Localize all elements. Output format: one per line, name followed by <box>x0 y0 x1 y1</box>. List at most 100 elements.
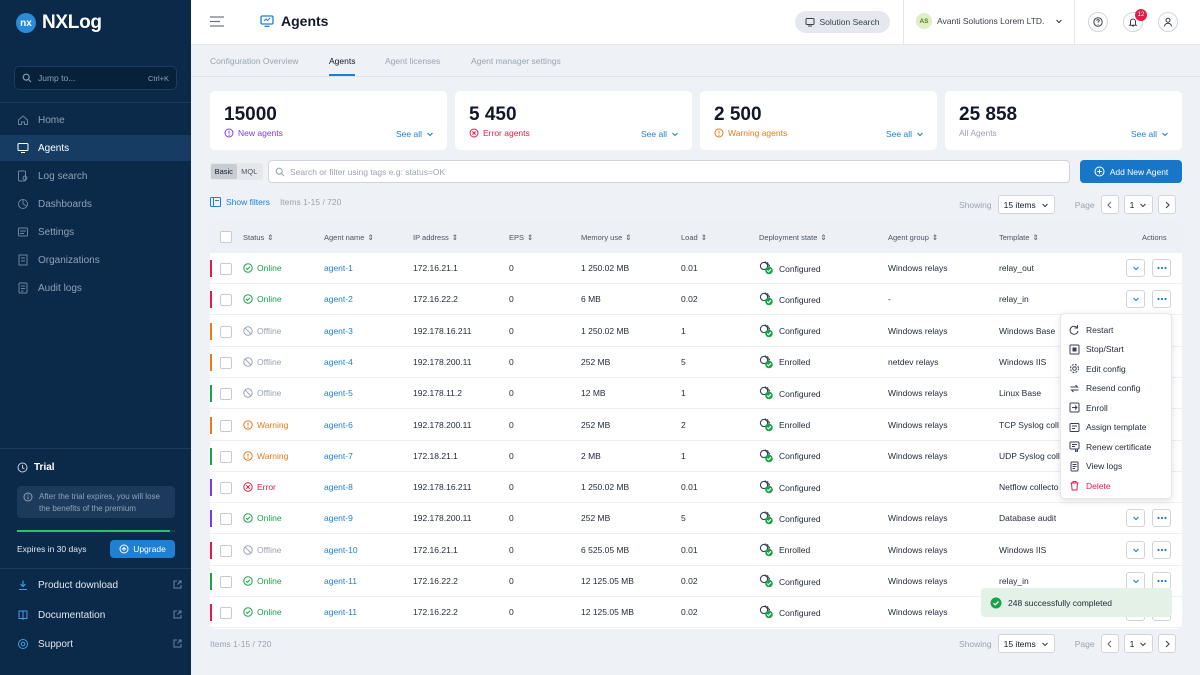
next-page-button[interactable] <box>1158 195 1177 214</box>
next-page-button[interactable] <box>1158 634 1177 653</box>
add-new-agent-button[interactable]: Add New Agent <box>1080 160 1182 183</box>
row-checkbox[interactable] <box>220 576 232 588</box>
documentation-link[interactable]: Documentation <box>0 604 191 626</box>
see-all-link[interactable]: See all <box>396 129 434 139</box>
agent-name-link[interactable]: agent-7 <box>324 450 353 461</box>
table-row[interactable]: Online agent-9 192.178.200.11 0 252 MB 5… <box>210 503 1182 535</box>
column-memory-use[interactable]: Memory use ⇕ <box>581 233 632 242</box>
items-per-page-select[interactable]: 15 items <box>997 195 1055 214</box>
sidebar-item-log-search[interactable]: Log search <box>0 163 191 189</box>
row-checkbox[interactable] <box>220 450 232 463</box>
show-filters-button[interactable]: Show filters <box>226 197 270 207</box>
agent-name-link[interactable]: agent-2 <box>324 294 353 305</box>
agent-name-link[interactable]: agent-6 <box>324 419 353 430</box>
items-per-page-select[interactable]: 15 items <box>997 634 1055 653</box>
menu-item-restart[interactable]: Restart <box>1069 324 1113 335</box>
row-more-actions-button[interactable] <box>1152 509 1171 528</box>
sidebar-item-audit-logs[interactable]: Audit logs <box>0 275 191 301</box>
table-row[interactable]: Online agent-11 172.16.22.2 0 12 125.05 … <box>210 566 1182 597</box>
table-row[interactable]: Warning agent-6 192.178.200.11 0 252 MB … <box>210 410 1182 441</box>
table-row[interactable]: Warning agent-7 172.18.21.1 0 2 MB 1 Con… <box>210 441 1182 472</box>
search-input[interactable]: Search or filter using tags e.g: status=… <box>268 160 1070 183</box>
row-expand-button[interactable] <box>1126 572 1145 590</box>
mode-basic-button[interactable]: Basic <box>211 164 237 179</box>
menu-item-enroll[interactable]: Enroll <box>1069 402 1108 413</box>
tab-agents[interactable]: Agents <box>329 56 356 76</box>
row-checkbox[interactable] <box>220 294 232 307</box>
sidebar-item-organizations[interactable]: Organizations <box>0 247 191 273</box>
help-button[interactable] <box>1088 12 1108 32</box>
agent-name-link[interactable]: agent-11 <box>324 576 357 586</box>
see-all-link[interactable]: See all <box>641 129 679 139</box>
row-checkbox[interactable] <box>220 544 232 557</box>
tab-agent-licenses[interactable]: Agent licenses <box>385 56 441 66</box>
sidebar-item-home[interactable]: Home <box>0 107 191 133</box>
table-row[interactable]: Online agent-1 172.16.21.1 0 1 250.02 MB… <box>210 253 1182 284</box>
sidebar-item-settings[interactable]: Settings <box>0 219 191 245</box>
table-row[interactable]: Offline agent-10 172.16.21.1 0 6 525.05 … <box>210 535 1182 566</box>
support-link[interactable]: Support <box>0 633 191 655</box>
agent-name-link[interactable]: agent-11 <box>324 607 357 618</box>
agent-name-link[interactable]: agent-4 <box>324 356 353 367</box>
table-row[interactable]: Online agent-2 172.16.22.2 0 6 MB 0.02 C… <box>210 284 1182 316</box>
menu-item-stop-start[interactable]: Stop/Start <box>1069 344 1124 355</box>
menu-item-edit-config[interactable]: Edit config <box>1069 363 1126 374</box>
organization-switcher[interactable]: AS Avanti Solutions Lorem LTD. <box>916 13 1063 29</box>
jump-to-search[interactable]: Jump to... Ctrl+K <box>14 66 177 90</box>
sidebar-item-dashboards[interactable]: Dashboards <box>0 191 191 217</box>
row-expand-button[interactable] <box>1126 290 1145 309</box>
filter-icon[interactable] <box>210 197 221 207</box>
row-more-actions-button[interactable] <box>1152 259 1171 277</box>
sidebar-item-agents[interactable]: Agents <box>0 135 191 161</box>
see-all-link[interactable]: See all <box>1131 129 1169 139</box>
menu-item-renew-certificate[interactable]: Renew certificate <box>1069 441 1151 452</box>
agent-name-link[interactable]: agent-9 <box>324 513 353 524</box>
table-row[interactable]: Error agent-8 192.178.16.211 0 1 250.02 … <box>210 472 1182 504</box>
menu-item-view-logs[interactable]: View logs <box>1069 461 1122 472</box>
row-expand-button[interactable] <box>1126 540 1145 559</box>
column-deployment-state[interactable]: Deployment state ⇕ <box>759 233 827 242</box>
column-agent-name[interactable]: Agent name ⇕ <box>324 233 374 242</box>
prev-page-button[interactable] <box>1100 634 1119 653</box>
column-status[interactable]: Status ⇕ <box>243 233 274 242</box>
table-row[interactable]: Offline agent-3 192.178.16.211 0 1 250.0… <box>210 316 1182 347</box>
menu-item-assign-template[interactable]: Assign template <box>1069 422 1146 433</box>
column-agent-group[interactable]: Agent group ⇕ <box>888 233 938 242</box>
agent-name-link[interactable]: agent-1 <box>324 263 353 273</box>
row-more-actions-button[interactable] <box>1152 540 1171 559</box>
select-all-checkbox[interactable] <box>220 231 232 243</box>
column-load[interactable]: Load ⇕ <box>681 233 707 242</box>
row-expand-button[interactable] <box>1126 259 1145 277</box>
see-all-link[interactable]: See all <box>886 129 924 139</box>
solution-search-button[interactable]: Solution Search <box>795 11 890 33</box>
upgrade-button[interactable]: Upgrade <box>110 540 175 558</box>
collapse-menu-icon[interactable] <box>210 16 224 27</box>
row-more-actions-button[interactable] <box>1152 290 1171 309</box>
menu-item-delete[interactable]: Delete <box>1069 480 1111 491</box>
row-checkbox[interactable] <box>220 513 232 526</box>
menu-item-resend-config[interactable]: Resend config <box>1069 383 1140 394</box>
row-checkbox[interactable] <box>220 388 232 401</box>
tab-agent-manager-settings[interactable]: Agent manager settings <box>471 56 561 66</box>
product-download-link[interactable]: Product download <box>0 574 191 596</box>
row-expand-button[interactable] <box>1126 509 1145 528</box>
user-menu-button[interactable] <box>1158 12 1178 32</box>
page-select[interactable]: 1 <box>1123 634 1154 653</box>
tab-configuration-overview[interactable]: Configuration Overview <box>210 56 299 66</box>
page-select[interactable]: 1 <box>1123 195 1154 214</box>
column-eps[interactable]: EPS ⇕ <box>509 233 533 242</box>
row-checkbox[interactable] <box>220 356 232 369</box>
agent-name-link[interactable]: agent-10 <box>324 544 358 555</box>
table-row[interactable]: Offline agent-4 192.178.200.11 0 252 MB … <box>210 347 1182 378</box>
row-checkbox[interactable] <box>220 263 232 275</box>
column-ip-address[interactable]: IP address ⇕ <box>413 233 458 242</box>
mode-mql-button[interactable]: MQL <box>241 167 258 176</box>
logo[interactable]: nx NXLog <box>16 12 102 34</box>
row-checkbox[interactable] <box>220 482 232 495</box>
column-template[interactable]: Template ⇕ <box>999 233 1039 242</box>
row-checkbox[interactable] <box>220 419 232 432</box>
agent-name-link[interactable]: agent-3 <box>324 325 353 336</box>
agent-name-link[interactable]: agent-5 <box>324 388 353 399</box>
prev-page-button[interactable] <box>1100 195 1119 214</box>
notifications-button[interactable]: 12 <box>1123 9 1147 32</box>
